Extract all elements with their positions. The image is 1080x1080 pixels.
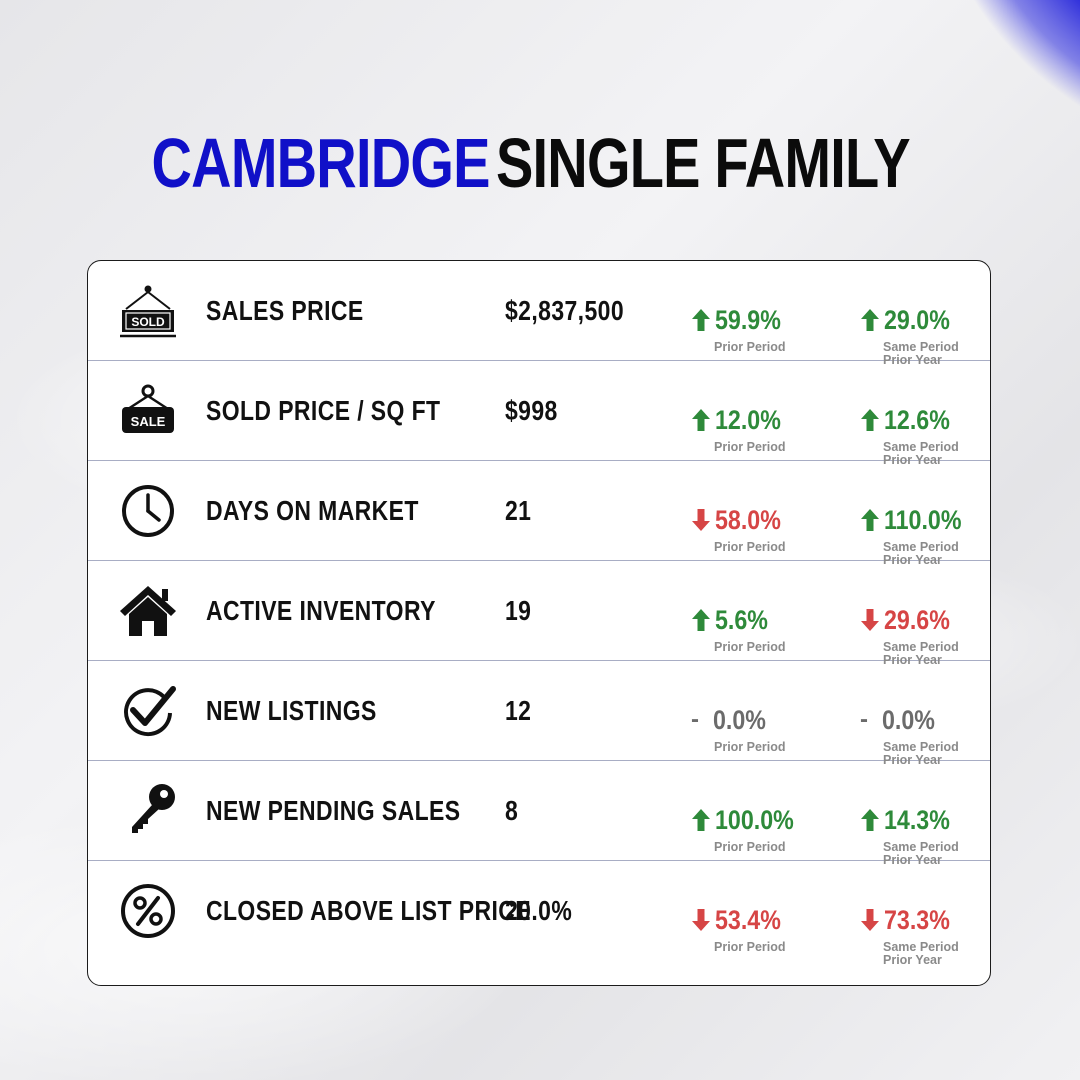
prior-period-caption: Prior Period xyxy=(714,640,786,654)
stat-row-sold-price-sqft: SALE SOLD PRICE / SQ FT $998 12.0% Prior… xyxy=(88,361,990,467)
stat-row-new-listings: NEW LISTINGS 12 -0.0% Prior Period -0.0%… xyxy=(88,661,990,767)
prior-year-caption: Same Period Prior Year xyxy=(883,540,959,567)
clock-icon xyxy=(118,483,178,539)
prior-period-caption: Prior Period xyxy=(714,740,786,754)
arrow-up-icon xyxy=(691,407,711,433)
stat-label: CLOSED ABOVE LIST PRICE xyxy=(206,895,531,926)
arrow-up-icon xyxy=(691,307,711,333)
prior-year-caption: Same Period Prior Year xyxy=(883,740,959,767)
stat-row-active-inventory: ACTIVE INVENTORY 19 5.6% Prior Period 29… xyxy=(88,561,990,667)
prior-year-change: 29.6% xyxy=(860,605,961,639)
stat-label: SOLD PRICE / SQ FT xyxy=(206,395,441,426)
blue-dot-blob-decoration xyxy=(920,0,1080,160)
prior-period-caption: Prior Period xyxy=(714,340,786,354)
stat-label: DAYS ON MARKET xyxy=(206,495,419,526)
prior-period-change: 5.6% xyxy=(691,605,777,639)
arrow-up-icon xyxy=(691,807,711,833)
prior-year-change: -0.0% xyxy=(860,705,935,735)
prior-year-change: 73.3% xyxy=(860,905,961,939)
dash-icon: - xyxy=(860,706,868,733)
stats-card: SOLD SALES PRICE $2,837,500 59.9% Prior … xyxy=(87,260,991,986)
stat-label: SALES PRICE xyxy=(206,295,364,326)
sold-sign-icon: SOLD xyxy=(118,283,178,339)
arrow-down-icon xyxy=(860,607,880,633)
prior-period-caption: Prior Period xyxy=(714,840,786,854)
prior-year-caption: Same Period Prior Year xyxy=(883,440,959,467)
percent-circle-icon xyxy=(118,883,178,939)
prior-period-caption: Prior Period xyxy=(714,540,786,554)
sold-sign-text: SOLD xyxy=(131,315,165,329)
page-title: CAMBRIDGESINGLE FAMILY xyxy=(0,118,1080,208)
dash-icon: - xyxy=(691,706,699,733)
stat-row-new-pending-sales: NEW PENDING SALES 8 100.0% Prior Period … xyxy=(88,761,990,867)
prior-period-caption: Prior Period xyxy=(714,940,786,954)
prior-period-change: 58.0% xyxy=(691,505,792,539)
sale-sign-text: SALE xyxy=(131,414,166,429)
house-icon xyxy=(118,583,178,639)
prior-year-change: 29.0% xyxy=(860,305,961,339)
stat-value: 21 xyxy=(505,495,532,526)
stat-label: ACTIVE INVENTORY xyxy=(206,595,436,626)
stat-value: $998 xyxy=(505,395,558,426)
key-icon xyxy=(118,783,178,839)
prior-period-change: 12.0% xyxy=(691,405,792,439)
stat-row-closed-above-list: CLOSED ABOVE LIST PRICE 20.0% 53.4% Prio… xyxy=(88,861,990,967)
prior-period-caption: Prior Period xyxy=(714,440,786,454)
stat-value: 20.0% xyxy=(505,895,573,926)
stat-label: NEW LISTINGS xyxy=(206,695,377,726)
prior-year-change: 110.0% xyxy=(860,505,974,539)
arrow-up-icon xyxy=(860,507,880,533)
stat-value: 8 xyxy=(505,795,519,826)
arrow-down-icon xyxy=(860,907,880,933)
prior-year-caption: Same Period Prior Year xyxy=(883,840,959,867)
prior-period-change: -0.0% xyxy=(691,705,766,735)
arrow-up-icon xyxy=(860,407,880,433)
title-city: CAMBRIDGE xyxy=(151,124,491,202)
prior-year-caption: Same Period Prior Year xyxy=(883,340,959,367)
prior-year-change: 12.6% xyxy=(860,405,961,439)
prior-period-change: 53.4% xyxy=(691,905,792,939)
title-category: SINGLE FAMILY xyxy=(495,124,911,202)
arrow-down-icon xyxy=(691,907,711,933)
arrow-up-icon xyxy=(860,807,880,833)
stat-value: 12 xyxy=(505,695,532,726)
arrow-down-icon xyxy=(691,507,711,533)
stat-row-days-on-market: DAYS ON MARKET 21 58.0% Prior Period 110… xyxy=(88,461,990,567)
prior-period-change: 100.0% xyxy=(691,805,807,839)
checkmark-circle-icon xyxy=(118,683,178,739)
stat-label: NEW PENDING SALES xyxy=(206,795,461,826)
sale-sign-icon: SALE xyxy=(118,383,178,439)
stat-value: 19 xyxy=(505,595,532,626)
arrow-up-icon xyxy=(860,307,880,333)
prior-year-caption: Same Period Prior Year xyxy=(883,940,959,967)
prior-year-caption: Same Period Prior Year xyxy=(883,640,959,667)
prior-year-change: 14.3% xyxy=(860,805,961,839)
stat-value: $2,837,500 xyxy=(505,295,625,326)
arrow-up-icon xyxy=(691,607,711,633)
prior-period-change: 59.9% xyxy=(691,305,792,339)
stat-row-sales-price: SOLD SALES PRICE $2,837,500 59.9% Prior … xyxy=(88,261,990,367)
